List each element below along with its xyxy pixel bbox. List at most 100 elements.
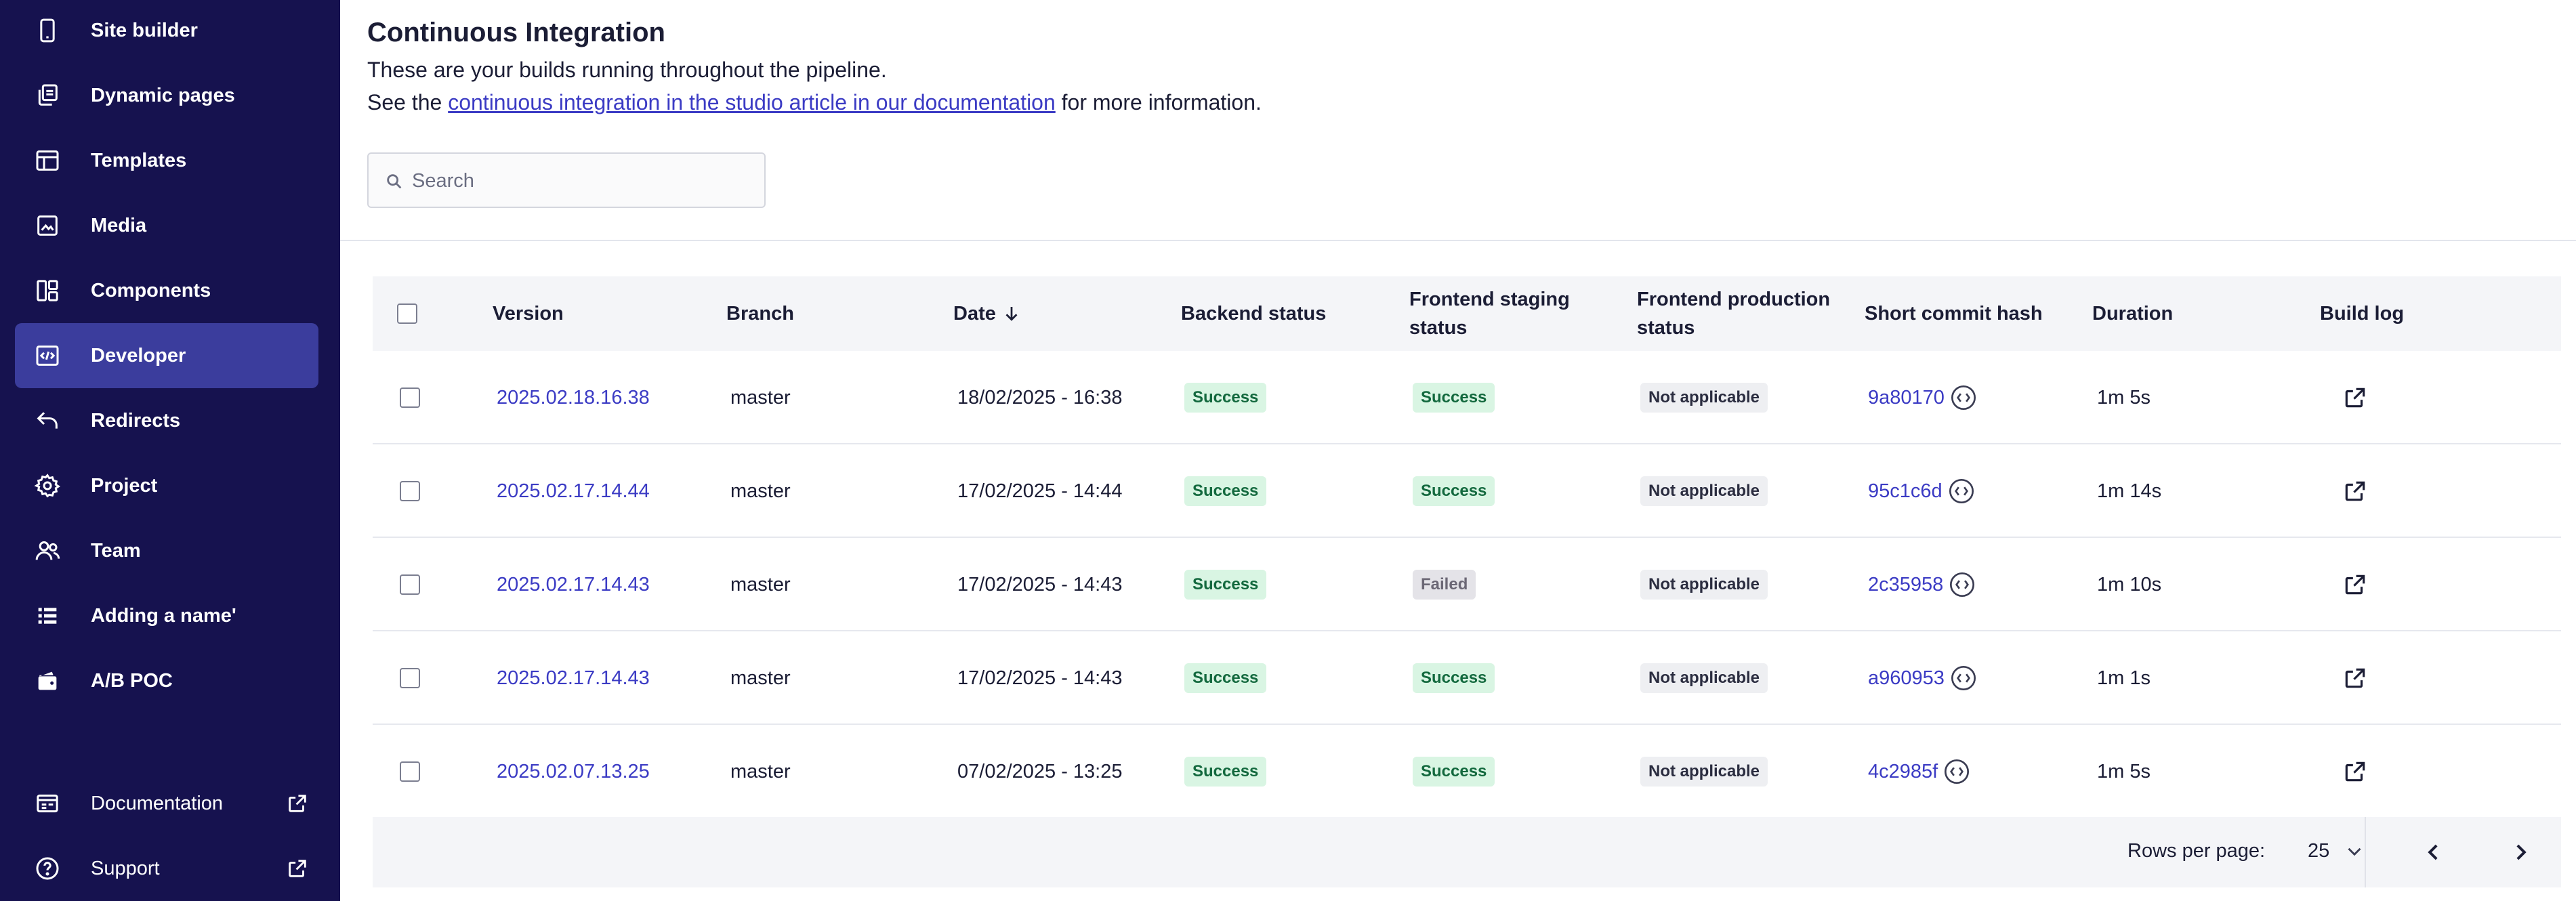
sidebar-item-dynamic-pages[interactable]: Dynamic pages	[15, 63, 318, 128]
commit-hash-link[interactable]: 9a80170	[1868, 351, 1977, 444]
wallet-icon	[31, 665, 64, 697]
git-compare-icon	[1949, 479, 1974, 503]
column-header-duration[interactable]: Duration	[2092, 303, 2174, 324]
column-header-date[interactable]: Date	[953, 299, 1022, 328]
commit-hash-link[interactable]: 4c2985f	[1868, 725, 1970, 818]
duration-cell: 1m 14s	[2097, 480, 2162, 502]
previous-page-button[interactable]	[2420, 839, 2447, 866]
backend-status-badge: Success	[1184, 757, 1267, 787]
sidebar-item-redirects[interactable]: Redirects	[15, 388, 318, 453]
commit-hash-text: 4c2985f	[1868, 760, 1938, 782]
external-link-icon[interactable]	[2342, 385, 2368, 411]
page-title: Continuous Integration	[367, 18, 665, 47]
header-line: Frontend staging	[1409, 289, 1570, 310]
sidebar-item-label: Adding a name'	[91, 604, 236, 627]
external-link-icon[interactable]	[2342, 478, 2368, 504]
frontend-staging-status-badge: Failed	[1413, 570, 1476, 600]
external-link-icon[interactable]	[2342, 572, 2368, 598]
gear-icon	[31, 469, 64, 502]
select-all-checkbox[interactable]	[397, 303, 417, 324]
row-checkbox[interactable]	[400, 668, 420, 688]
note-prefix: See the	[367, 90, 449, 114]
note-suffix: for more information.	[1055, 90, 1262, 114]
git-compare-icon	[1951, 385, 1976, 410]
table-row: 2025.02.07.13.25 master 07/02/2025 - 13:…	[373, 725, 2561, 818]
list-icon	[31, 600, 64, 632]
sidebar-item-templates[interactable]: Templates	[15, 128, 318, 193]
version-link[interactable]: 2025.02.17.14.43	[497, 667, 650, 689]
column-header-short-commit-hash[interactable]: Short commit hash	[1865, 303, 2043, 324]
search-input[interactable]	[412, 166, 751, 196]
version-link[interactable]: 2025.02.17.14.43	[497, 573, 650, 595]
row-checkbox[interactable]	[400, 387, 420, 408]
duration-cell: 1m 5s	[2097, 386, 2151, 408]
pagination-bar: Rows per page: 25	[373, 817, 2561, 887]
table-row: 2025.02.17.14.43 master 17/02/2025 - 14:…	[373, 538, 2561, 631]
version-link[interactable]: 2025.02.18.16.38	[497, 386, 650, 408]
date-cell: 17/02/2025 - 14:44	[957, 480, 1123, 502]
sidebar-item-support[interactable]: Support	[15, 836, 318, 901]
sidebar-item-label: Templates	[91, 149, 187, 171]
column-header-frontend-production-status[interactable]: Frontend production status	[1637, 285, 1830, 342]
duration-cell: 1m 1s	[2097, 667, 2151, 689]
code-icon	[31, 339, 64, 372]
column-header-build-log: Build log	[2320, 303, 2405, 324]
sidebar-item-label: Project	[91, 474, 158, 497]
help-icon	[31, 852, 64, 885]
commit-hash-link[interactable]: a960953	[1868, 631, 1977, 725]
commit-hash-text: 2c35958	[1868, 573, 1944, 595]
sidebar-item-site-builder[interactable]: Site builder	[15, 0, 318, 63]
branch-cell: master	[730, 480, 791, 502]
sidebar-item-media[interactable]: Media	[15, 193, 318, 258]
sidebar-item-label: Components	[91, 279, 211, 301]
column-header-branch[interactable]: Branch	[726, 303, 794, 324]
page-description: These are your builds running throughout…	[367, 58, 887, 82]
sidebar-item-label: Developer	[91, 344, 186, 366]
external-link-icon[interactable]	[2342, 665, 2368, 691]
rows-per-page-select[interactable]: 25	[2308, 840, 2330, 862]
date-cell: 07/02/2025 - 13:25	[957, 760, 1123, 782]
version-link[interactable]: 2025.02.17.14.44	[497, 480, 650, 502]
duration-cell: 1m 5s	[2097, 760, 2151, 782]
sidebar-item-documentation[interactable]: Documentation	[15, 771, 318, 836]
table-header: Version Branch Date Backend status Front…	[373, 276, 2561, 351]
commit-hash-link[interactable]: 95c1c6d	[1868, 444, 1975, 538]
next-page-button[interactable]	[2507, 839, 2534, 866]
book-icon	[31, 787, 64, 820]
header-line: status	[1409, 317, 1468, 339]
frontend-staging-status-badge: Success	[1413, 663, 1495, 693]
commit-hash-link[interactable]: 2c35958	[1868, 538, 1976, 631]
column-header-backend-status[interactable]: Backend status	[1181, 303, 1327, 324]
frontend-production-status-badge: Not applicable	[1640, 476, 1768, 506]
row-checkbox[interactable]	[400, 761, 420, 782]
header-line: Frontend production	[1637, 289, 1831, 310]
row-checkbox[interactable]	[400, 481, 420, 501]
backend-status-badge: Success	[1184, 383, 1267, 413]
sidebar-item-adding-a-name[interactable]: Adding a name'	[15, 583, 318, 648]
search-icon	[387, 174, 402, 189]
sidebar-item-developer[interactable]: Developer	[15, 323, 318, 388]
image-icon	[31, 209, 64, 242]
version-link[interactable]: 2025.02.07.13.25	[497, 760, 650, 782]
documentation-link[interactable]: continuous integration in the studio art…	[448, 90, 1056, 114]
duration-cell: 1m 10s	[2097, 573, 2162, 595]
sidebar-item-project[interactable]: Project	[15, 453, 318, 518]
commit-hash-text: 95c1c6d	[1868, 480, 1943, 502]
sidebar-item-components[interactable]: Components	[15, 258, 318, 323]
git-compare-icon	[1945, 759, 1970, 784]
sidebar-item-ab-poc[interactable]: A/B POC	[15, 648, 318, 713]
column-header-frontend-staging-status[interactable]: Frontend staging status	[1409, 285, 1570, 342]
copy-pages-icon	[31, 79, 64, 112]
row-checkbox[interactable]	[400, 574, 420, 595]
main-content: Continuous Integration These are your bu…	[340, 0, 2576, 901]
external-link-icon[interactable]	[2342, 759, 2368, 784]
chevron-down-icon[interactable]	[2343, 840, 2366, 863]
divider	[340, 240, 2576, 241]
sidebar-item-team[interactable]: Team	[15, 518, 318, 583]
frontend-production-status-badge: Not applicable	[1640, 757, 1768, 787]
sidebar-item-label: Media	[91, 214, 147, 236]
rows-per-page-label: Rows per page:	[2127, 840, 2266, 862]
column-header-version[interactable]: Version	[493, 303, 564, 324]
mobile-icon	[31, 14, 64, 47]
search-box[interactable]	[367, 152, 766, 208]
